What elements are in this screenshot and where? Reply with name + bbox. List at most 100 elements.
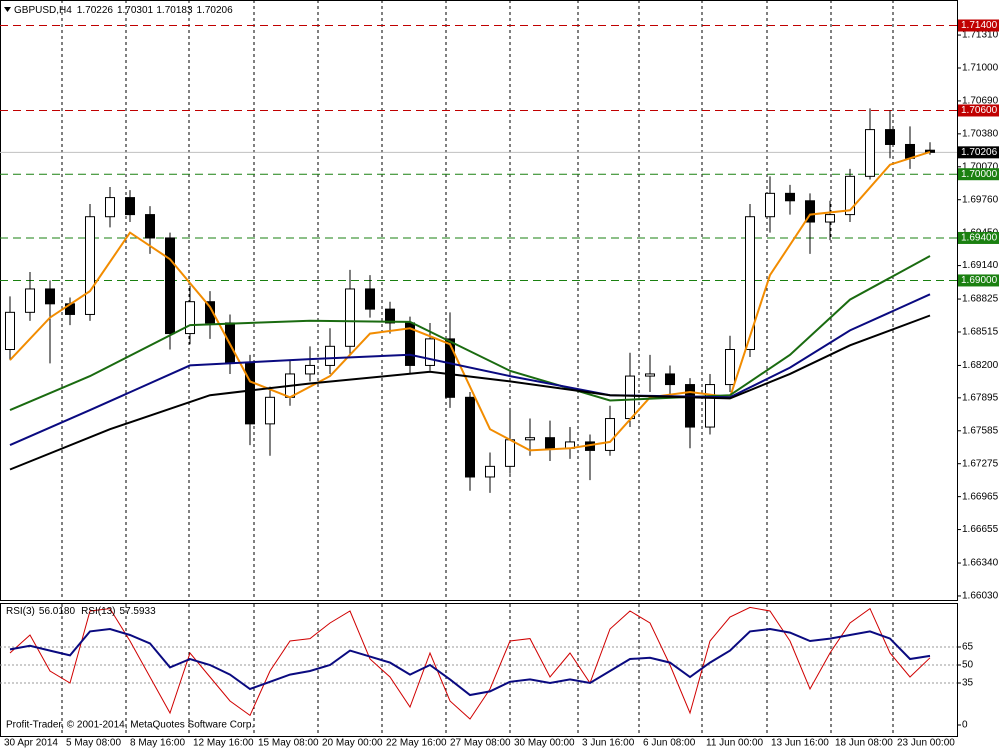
candle-body — [665, 373, 675, 386]
series-name: RSI(3) — [6, 606, 35, 617]
series-name: RSI(13) — [81, 606, 115, 617]
level-label: 1.69000 — [961, 275, 998, 286]
indicator-line — [9, 606, 931, 720]
y-tick-label: 1.67895 — [962, 392, 999, 403]
y-tick-label: 1.69760 — [962, 194, 999, 205]
y-tick-label: 1.66965 — [962, 491, 999, 502]
copyright: Profit-Trader, © 2001-2014, MetaQuotes S… — [6, 720, 254, 731]
level-label: 1.70000 — [961, 169, 998, 180]
candle-body — [825, 214, 835, 223]
y-tick-label: 1.71310 — [962, 30, 999, 41]
y-tick-label: 1.68200 — [962, 360, 999, 371]
x-tick-label: 30 May 00:00 — [514, 738, 575, 749]
candle-body — [425, 338, 435, 366]
candle-body — [785, 192, 795, 202]
candle-body — [125, 197, 135, 216]
y-tick-label: 1.68515 — [962, 327, 999, 338]
y-tick-label: 50 — [962, 660, 974, 671]
candle-body — [845, 175, 855, 216]
candle-body — [325, 345, 335, 366]
level-label: 1.69400 — [961, 233, 998, 244]
moving-average — [9, 150, 931, 452]
candle-body — [185, 301, 195, 335]
candle-body — [745, 216, 755, 351]
level-label: 1.71400 — [961, 20, 998, 31]
candle-body — [545, 437, 555, 449]
rsi-header: RSI(3) 56.0180 RSI(13) 57.5933 — [6, 606, 156, 617]
candle-body — [465, 396, 475, 478]
candle-body — [605, 418, 615, 451]
candle-body — [905, 143, 915, 159]
ohlc: 1.70301 — [117, 5, 154, 16]
y-tick-label: 1.66340 — [962, 558, 999, 569]
y-tick-label: 1.67585 — [962, 425, 999, 436]
y-tick-label: 1.70690 — [962, 96, 999, 107]
candle-body — [105, 197, 115, 218]
candle-body — [205, 301, 215, 324]
candle-body — [445, 338, 455, 398]
x-tick-label: 20 May 00:00 — [322, 738, 383, 749]
candle-body — [265, 396, 275, 425]
moving-average — [9, 314, 931, 471]
y-tick-label: 65 — [962, 642, 974, 653]
y-tick-label: 1.66030 — [962, 591, 999, 602]
candle-body — [525, 437, 535, 441]
level-tag — [958, 168, 999, 181]
y-tick-label: 1.66655 — [962, 524, 999, 535]
moving-average — [9, 293, 931, 447]
x-tick-label: 18 Jun 08:00 — [835, 738, 893, 749]
level-tag — [958, 104, 999, 117]
menu-icon[interactable] — [4, 7, 11, 12]
candle-body — [345, 288, 355, 347]
x-tick-label: 23 Jun 00:00 — [897, 738, 955, 749]
candle-body — [645, 373, 655, 377]
series-last: 56.0180 — [39, 606, 76, 617]
candle-body — [305, 364, 315, 375]
candle-body — [485, 465, 495, 478]
level-label: 1.70600 — [961, 105, 998, 116]
candle-body — [385, 308, 395, 324]
candle-body — [145, 214, 155, 239]
chart-header: GBPUSD,H4 1.70226 1.70301 1.70183 1.70206 — [14, 5, 233, 16]
candle-body — [505, 439, 515, 467]
series-last: 57.5933 — [120, 606, 157, 617]
y-tick-label: 1.70070 — [962, 161, 999, 172]
x-tick-label: 8 May 16:00 — [130, 738, 185, 749]
y-tick-label: 1.69140 — [962, 260, 999, 271]
candle-body — [805, 200, 815, 223]
candle-body — [245, 362, 255, 425]
candle-body — [705, 384, 715, 428]
x-tick-label: 12 May 16:00 — [193, 738, 254, 749]
x-tick-label: 27 May 08:00 — [450, 738, 511, 749]
x-tick-label: 13 Jun 16:00 — [771, 738, 829, 749]
candle-body — [885, 129, 895, 145]
symbol: GBPUSD,H4 — [14, 5, 72, 16]
x-tick-label: 22 May 16:00 — [386, 738, 447, 749]
y-tick-label: 1.70380 — [962, 128, 999, 139]
moving-average — [9, 255, 931, 412]
bid-label: 1.70206 — [961, 147, 998, 158]
candle-body — [5, 311, 15, 351]
level-tag — [958, 274, 999, 287]
x-tick-label: 3 Jun 16:00 — [582, 738, 635, 749]
y-tick-label: 35 — [962, 678, 974, 689]
candle-body — [85, 216, 95, 315]
level-tag — [958, 231, 999, 244]
ohlc: 1.70206 — [197, 5, 234, 16]
bid-tag — [958, 146, 999, 159]
indicator-line — [9, 627, 931, 697]
candle-body — [45, 288, 55, 305]
candle-body — [765, 192, 775, 218]
candle-body — [25, 288, 35, 313]
candle-body — [685, 384, 695, 428]
candle-body — [865, 129, 875, 177]
candle-body — [725, 349, 735, 386]
candle-body — [365, 288, 375, 310]
y-tick-label: 1.68825 — [962, 294, 999, 305]
y-tick-label: 0 — [962, 720, 968, 731]
x-tick-label: 6 Jun 08:00 — [643, 738, 696, 749]
level-tag — [958, 19, 999, 32]
